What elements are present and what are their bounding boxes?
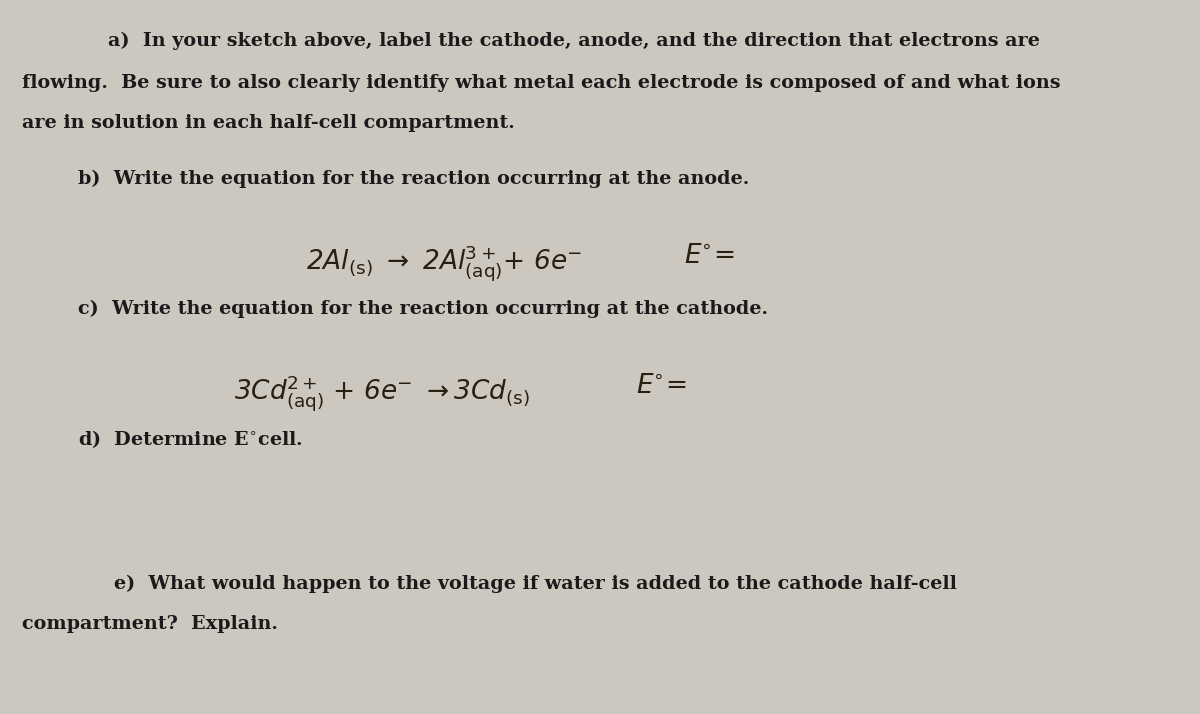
Text: are in solution in each half-cell compartment.: are in solution in each half-cell compar… [22, 114, 515, 132]
Text: E$^{\circ}$=: E$^{\circ}$= [684, 243, 734, 268]
Text: E$^{\circ}$=: E$^{\circ}$= [636, 373, 686, 398]
Text: c)  Write the equation for the reaction occurring at the cathode.: c) Write the equation for the reaction o… [78, 300, 768, 318]
Text: 2Al$_{\mathsf{(s)}}$ $\rightarrow$ 2Al$^{3+}_{\mathsf{(aq)}}$+ 6e$^{-}$: 2Al$_{\mathsf{(s)}}$ $\rightarrow$ 2Al$^… [306, 243, 582, 283]
Text: b)  Write the equation for the reaction occurring at the anode.: b) Write the equation for the reaction o… [78, 170, 749, 188]
Text: compartment?  Explain.: compartment? Explain. [22, 615, 277, 633]
Text: 3Cd$^{2+}_{\mathsf{(aq)}}$ + 6e$^{-}$ $\rightarrow$3Cd$_{\mathsf{(s)}}$: 3Cd$^{2+}_{\mathsf{(aq)}}$ + 6e$^{-}$ $\… [234, 373, 530, 413]
Text: e)  What would happen to the voltage if water is added to the cathode half-cell: e) What would happen to the voltage if w… [114, 575, 956, 593]
Text: a)  In your sketch above, label the cathode, anode, and the direction that elect: a) In your sketch above, label the catho… [108, 32, 1040, 51]
Text: d)  Determine E$^{\circ}$cell.: d) Determine E$^{\circ}$cell. [78, 428, 302, 451]
Text: flowing.  Be sure to also clearly identify what metal each electrode is composed: flowing. Be sure to also clearly identif… [22, 74, 1060, 91]
